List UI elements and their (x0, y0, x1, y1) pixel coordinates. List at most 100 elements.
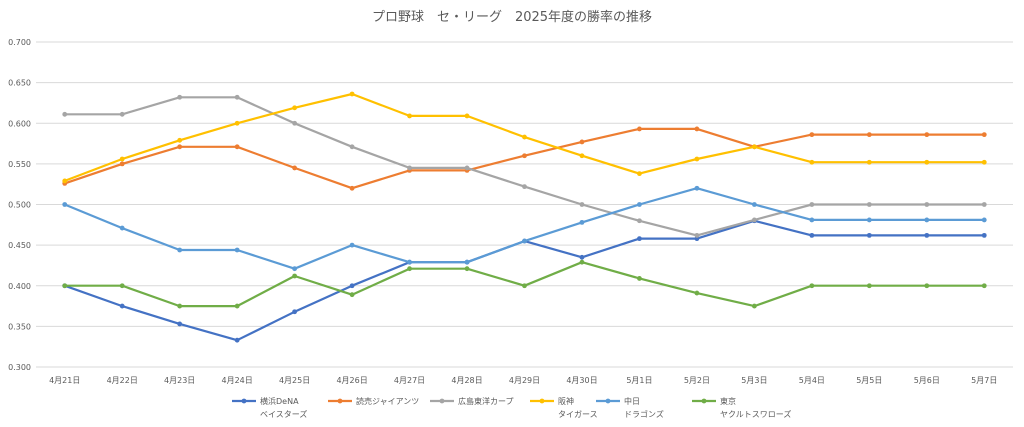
data-point (637, 276, 642, 281)
legend-label: 東京 (720, 396, 736, 406)
legend-label: 阪神 (558, 396, 574, 406)
data-point (234, 337, 240, 343)
data-point (694, 290, 700, 296)
data-point (234, 303, 240, 309)
data-point (177, 94, 183, 100)
data-point (177, 321, 183, 327)
data-point (809, 283, 815, 289)
data-point (234, 94, 240, 100)
x-tick-label: 4月22日 (107, 376, 138, 385)
legend-label: 読売ジャイアンツ (356, 396, 419, 406)
y-tick-label: 0.300 (8, 363, 31, 372)
x-tick-label: 4月23日 (164, 376, 195, 385)
data-point (866, 159, 872, 165)
y-tick-label: 0.550 (8, 160, 31, 169)
y-tick-label: 0.600 (8, 119, 31, 128)
x-tick-label: 5月4日 (799, 376, 825, 385)
data-point (522, 184, 527, 190)
data-point (349, 283, 355, 289)
data-point (579, 259, 585, 265)
data-point (579, 153, 585, 159)
legend-label: 中日 (624, 396, 640, 406)
y-axis-tick-labels: 0.300 0.350 0.400 0.450 0.500 0.550 0.600 0.650… (8, 38, 31, 372)
data-point (866, 232, 872, 238)
data-point (407, 113, 412, 119)
legend-label: 横浜DeNA (260, 396, 299, 406)
data-point (809, 159, 815, 165)
data-point (694, 126, 700, 132)
data-point (866, 217, 872, 223)
data-point (119, 156, 125, 162)
data-point (177, 247, 183, 253)
data-point (522, 134, 527, 140)
data-point (234, 144, 240, 150)
data-point (637, 202, 642, 207)
y-tick-label: 0.350 (8, 322, 31, 331)
data-point (809, 202, 815, 207)
data-point (349, 242, 355, 248)
data-point (809, 232, 815, 238)
data-point (637, 236, 642, 242)
data-point (637, 218, 642, 224)
data-point (924, 132, 930, 138)
data-point (866, 283, 872, 289)
data-point (751, 144, 757, 150)
data-point (464, 165, 470, 171)
series-line (64, 187, 985, 270)
data-point (407, 165, 412, 171)
data-point (62, 178, 68, 184)
data-point (637, 126, 642, 132)
data-point (924, 159, 930, 165)
y-tick-label: 0.700 (8, 38, 31, 47)
data-point (407, 266, 412, 272)
data-point (522, 238, 527, 244)
data-point (292, 105, 298, 111)
data-point (177, 144, 183, 150)
data-point (62, 111, 68, 117)
gridlines (36, 41, 1013, 368)
x-tick-label: 5月2日 (684, 376, 710, 385)
data-point (751, 217, 757, 223)
data-point (407, 259, 412, 265)
data-point (981, 202, 987, 207)
x-tick-label: 5月6日 (914, 376, 940, 385)
data-point (349, 91, 355, 97)
x-tick-label: 5月5日 (856, 376, 882, 385)
data-point (177, 303, 183, 309)
legend-swatch-marker (337, 398, 343, 404)
data-point (464, 266, 470, 272)
data-point (751, 303, 757, 309)
legend-sublabel: ドラゴンズ (624, 409, 664, 419)
y-tick-label: 0.500 (8, 201, 31, 210)
data-point (349, 292, 355, 298)
data-point (981, 217, 987, 223)
y-tick-label: 0.400 (8, 282, 31, 291)
data-point (579, 139, 585, 145)
series-lines (62, 91, 987, 343)
data-point (866, 202, 872, 207)
x-tick-label: 4月27日 (394, 376, 425, 385)
series-group (62, 259, 987, 309)
series-group (62, 126, 987, 191)
series-group (62, 218, 987, 343)
data-point (177, 137, 183, 143)
legend-label: 広島東洋カープ (458, 396, 514, 406)
data-point (292, 309, 298, 315)
data-point (809, 132, 815, 138)
data-point (62, 283, 68, 289)
data-point (119, 225, 125, 231)
data-point (924, 202, 930, 207)
data-point (981, 232, 987, 238)
chart-title: プロ野球 セ・リーグ 2025年度の勝率の推移 (372, 9, 652, 25)
legend-sublabel: ヤクルトスワローズ (720, 409, 791, 419)
data-point (522, 283, 527, 289)
data-point (292, 120, 298, 126)
data-point (579, 254, 585, 260)
x-tick-label: 4月29日 (509, 376, 540, 385)
legend-sublabel: ベイスターズ (260, 409, 307, 419)
legend-swatch-marker (539, 398, 545, 404)
x-tick-label: 4月26日 (336, 376, 367, 385)
y-tick-label: 0.450 (8, 241, 31, 250)
data-point (981, 132, 987, 138)
